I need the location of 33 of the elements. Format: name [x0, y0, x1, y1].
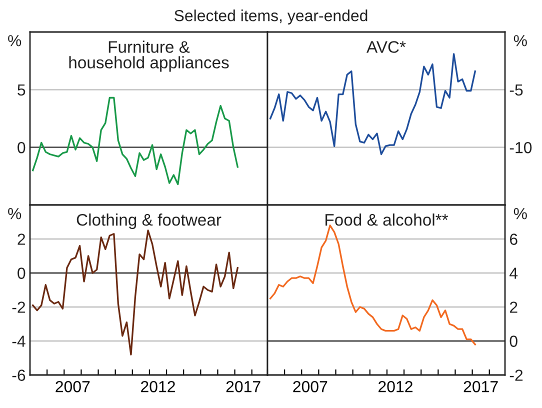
- x-tick-label: 2012: [378, 380, 412, 392]
- x-tick-label: 2017: [226, 380, 260, 392]
- y-axis-title: %: [514, 208, 527, 220]
- y-tick-label: 0: [18, 268, 26, 279]
- y-axis-title: %: [514, 35, 527, 46]
- y-axis-title: %: [8, 208, 22, 220]
- x-tick-label: 2007: [56, 380, 90, 392]
- text: Furniture & household appliances: [69, 40, 229, 72]
- y-tick-label: 0: [510, 336, 518, 347]
- y-tick-label: 4: [510, 268, 518, 279]
- y-axis-title: %: [8, 35, 22, 46]
- y-tick-label: 6: [510, 234, 518, 245]
- line-series: [270, 224, 476, 346]
- y-tick-label: 2: [18, 234, 26, 245]
- chart-title: Clothing & footwear: [76, 214, 222, 230]
- line-series: [32, 230, 238, 356]
- y-tick-label: -4: [12, 336, 26, 347]
- chart-subtitle: Selected items, year-ended: [174, 10, 368, 24]
- x-tick-label: 2012: [141, 380, 175, 392]
- line-series: [270, 53, 476, 156]
- y-tick-label: -5: [510, 84, 523, 96]
- y-tick-label: -2: [510, 370, 523, 381]
- y-tick-label: 0: [18, 142, 26, 154]
- line-series: [32, 96, 238, 186]
- x-tick-label: 2007: [293, 380, 328, 392]
- chart-title: AVC*: [366, 41, 406, 53]
- y-tick-label: -2: [12, 302, 26, 313]
- y-tick-label: -6: [12, 370, 26, 381]
- y-tick-label: -10: [510, 142, 532, 154]
- x-tick-label: 2017: [464, 380, 498, 392]
- y-tick-label: 5: [18, 84, 26, 96]
- chart-title: Food & alcohol**: [326, 214, 448, 226]
- y-tick-label: 2: [510, 302, 518, 313]
